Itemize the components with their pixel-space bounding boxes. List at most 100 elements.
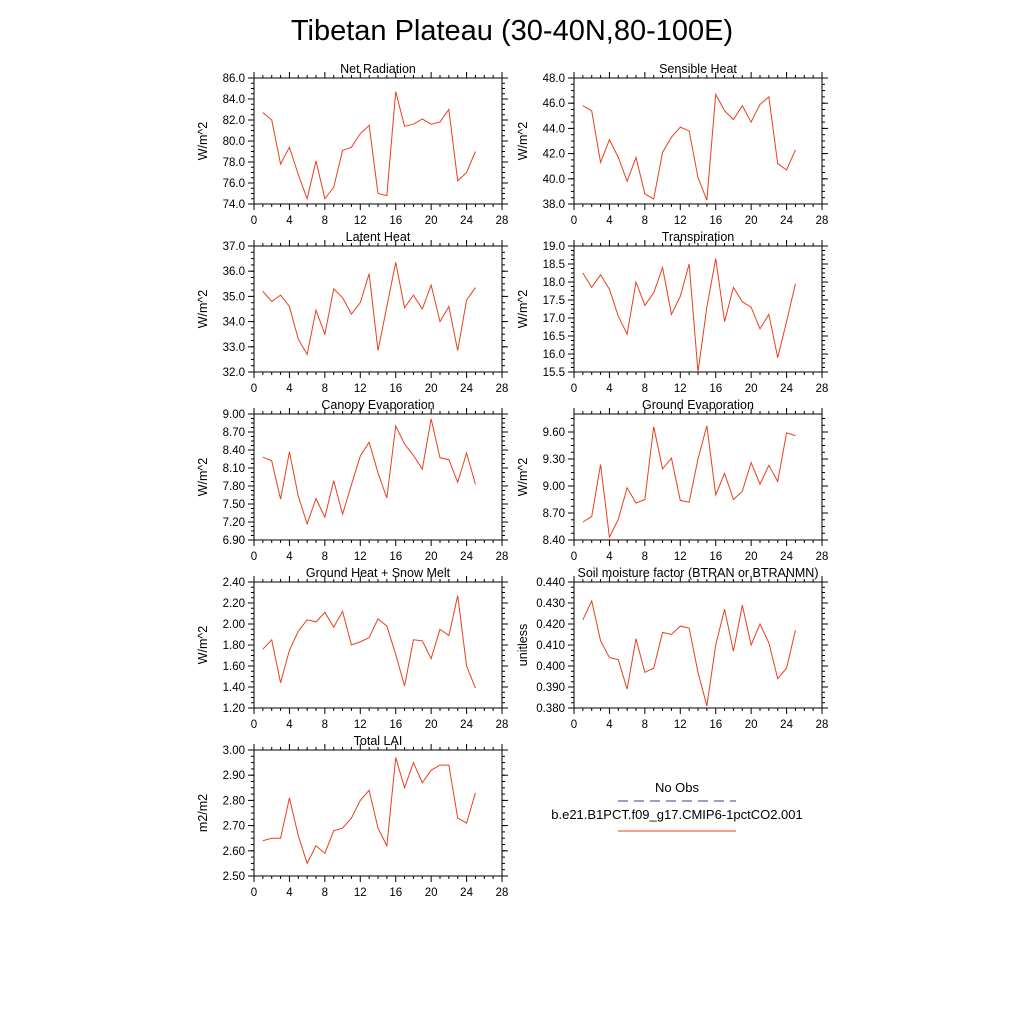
panel-6: Ground Evaporation W/m^2 0 4 8 12 16 20 24 28 8.40…: [516, 398, 828, 563]
plot-frame: [253, 77, 503, 205]
x-tick-label: 16: [709, 215, 722, 227]
x-tick-label: 28: [496, 887, 509, 899]
x-tick-label: 12: [674, 551, 687, 563]
x-tick-label: 0: [571, 383, 577, 395]
x-tick-label: 20: [745, 551, 758, 563]
y-tick-label: 16.0: [543, 349, 565, 361]
panel-7: Ground Heat + Snow Melt W/m^2 0 4 8 12 16 20 24 2…: [196, 566, 508, 731]
x-tick-label: 4: [286, 719, 293, 731]
x-tick-label: 20: [745, 719, 758, 731]
panel-1: Net Radiation W/m^2 0 4 8 12 16 20 24 28 74.0 76.0 7…: [196, 62, 508, 227]
x-tick-label: 0: [571, 719, 577, 731]
x-tick-label: 12: [674, 383, 687, 395]
y-tick-label: 19.0: [543, 241, 565, 253]
x-tick-label: 20: [425, 719, 438, 731]
x-tick-label: 12: [354, 551, 367, 563]
y-tick-label: 37.0: [223, 241, 245, 253]
x-tick-label: 16: [709, 551, 722, 563]
panel-title: Total LAI: [354, 734, 403, 748]
y-tick-label: 2.80: [223, 795, 245, 807]
y-tick-label: 82.0: [223, 115, 245, 127]
y-tick-label: 2.40: [223, 577, 245, 589]
x-tick-label: 0: [251, 719, 257, 731]
y-axis-title: W/m^2: [516, 122, 530, 161]
y-tick-label: 1.40: [223, 682, 245, 694]
x-tick-label: 24: [460, 719, 473, 731]
y-tick-label: 78.0: [223, 157, 245, 169]
series-line: [582, 258, 796, 373]
panel-2: Sensible Heat W/m^2 0 4 8 12 16 20 24 28 38.0 40.0 4…: [516, 62, 828, 227]
x-tick-label: 12: [354, 887, 367, 899]
y-tick-label: 2.00: [223, 619, 245, 631]
panel-3: Latent Heat W/m^2 0 4 8 12 16 20 24 28 32.0 33.0 34.…: [196, 230, 508, 395]
y-axis-title: W/m^2: [196, 458, 210, 497]
y-tick-label: 2.50: [223, 871, 245, 883]
panel-title: Ground Heat + Snow Melt: [306, 566, 451, 580]
panel-title: Net Radiation: [340, 62, 416, 76]
x-tick-label: 20: [425, 383, 438, 395]
y-tick-label: 18.5: [543, 259, 565, 271]
x-tick-label: 8: [322, 383, 328, 395]
panel-9: Total LAI m2/m2 0 4 8 12 16 20 24 28 2.50 2.60 2.70 2…: [196, 734, 508, 899]
x-tick-label: 24: [460, 383, 473, 395]
x-tick-label: 8: [322, 887, 328, 899]
y-tick-label: 0.390: [536, 682, 565, 694]
x-tick-label: 28: [496, 551, 509, 563]
y-tick-label: 0.430: [536, 598, 565, 610]
series-line: [262, 418, 476, 526]
x-tick-label: 8: [322, 551, 328, 563]
x-tick-label: 24: [780, 551, 793, 563]
y-tick-label: 44.0: [543, 123, 565, 135]
series-line: [262, 595, 476, 689]
x-tick-label: 24: [780, 719, 793, 731]
plot-frame: [573, 413, 823, 541]
y-axis-title: m2/m2: [196, 794, 210, 832]
plot-frame: [253, 581, 503, 709]
panel-5: Canopy Evaporation W/m^2 0 4 8 12 16 20 24 28 6.90…: [196, 398, 508, 563]
y-tick-label: 1.60: [223, 661, 245, 673]
series-line: [582, 599, 796, 707]
x-tick-label: 8: [642, 383, 648, 395]
panel-title: Canopy Evaporation: [321, 398, 434, 412]
panel-title: Transpiration: [662, 230, 735, 244]
x-tick-label: 8: [322, 215, 328, 227]
y-tick-label: 7.50: [223, 499, 245, 511]
y-tick-label: 74.0: [223, 199, 245, 211]
x-tick-label: 8: [642, 719, 648, 731]
x-tick-label: 12: [354, 719, 367, 731]
panel-4: Transpiration W/m^2 0 4 8 12 16 20 24 28 15.5 16.0 1…: [516, 230, 828, 395]
y-tick-label: 1.80: [223, 640, 245, 652]
x-tick-label: 20: [425, 551, 438, 563]
x-tick-label: 8: [642, 215, 648, 227]
y-tick-label: 32.0: [223, 367, 245, 379]
y-tick-label: 8.10: [223, 463, 245, 475]
y-tick-label: 0.380: [536, 703, 565, 715]
y-tick-label: 15.5: [543, 367, 565, 379]
x-tick-label: 28: [816, 383, 829, 395]
y-tick-label: 35.0: [223, 291, 245, 303]
y-axis-title: unitless: [516, 624, 530, 666]
x-tick-label: 4: [286, 215, 293, 227]
x-tick-label: 12: [354, 383, 367, 395]
y-tick-label: 42.0: [543, 149, 565, 161]
x-tick-label: 20: [425, 887, 438, 899]
x-tick-label: 4: [286, 887, 293, 899]
x-tick-label: 28: [816, 215, 829, 227]
x-tick-label: 0: [251, 383, 257, 395]
y-tick-label: 0.400: [536, 661, 565, 673]
legend-label: b.e21.B1PCT.f09_g17.CMIP6-1pctCO2.001: [551, 807, 802, 822]
x-tick-label: 12: [674, 719, 687, 731]
x-tick-label: 16: [709, 383, 722, 395]
plot-frame: [253, 413, 503, 541]
x-tick-label: 20: [745, 215, 758, 227]
y-tick-label: 7.80: [223, 481, 245, 493]
x-tick-label: 24: [460, 215, 473, 227]
panel-8: Soil moisture factor (BTRAN or BTRANMN) u…: [516, 566, 828, 731]
y-tick-label: 17.5: [543, 295, 565, 307]
x-tick-label: 8: [322, 719, 328, 731]
y-tick-label: 33.0: [223, 342, 245, 354]
series-line: [582, 92, 796, 201]
series-line: [582, 425, 796, 540]
y-tick-label: 0.410: [536, 640, 565, 652]
y-tick-label: 76.0: [223, 178, 245, 190]
